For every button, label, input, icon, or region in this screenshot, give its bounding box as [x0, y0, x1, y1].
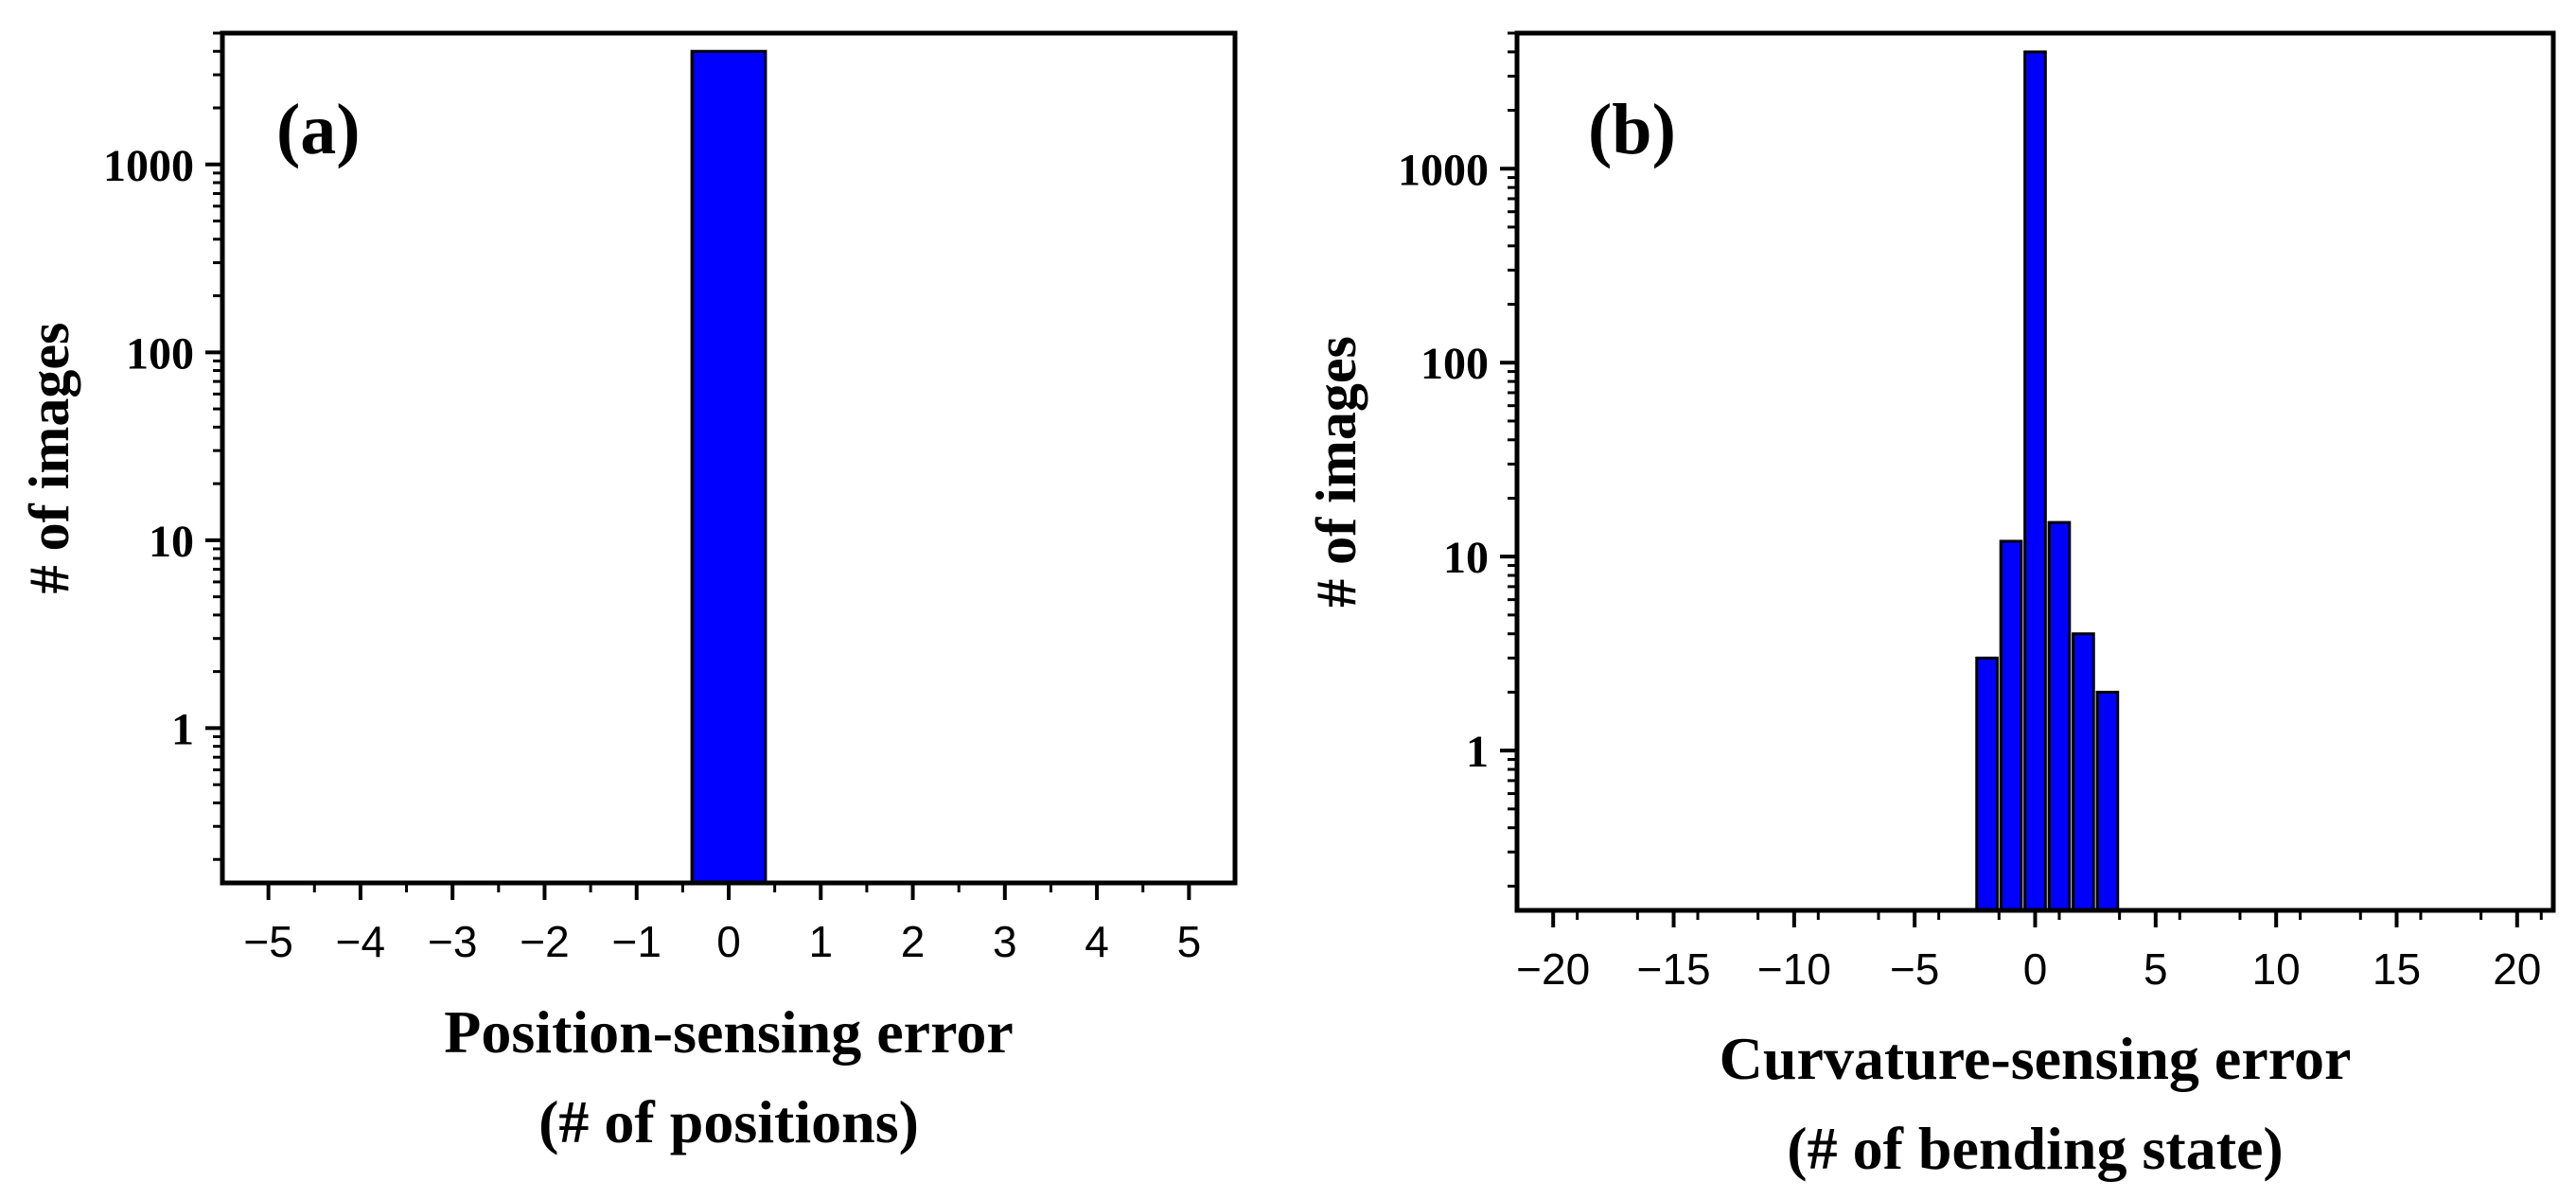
x-tick-label: 1 — [808, 917, 833, 966]
y-axis-label: # of images — [18, 323, 80, 594]
bar — [2072, 632, 2095, 912]
x-tick-label: 5 — [2144, 944, 2168, 994]
y-tick-label: 1000 — [1398, 145, 1489, 195]
x-tick-label: −3 — [428, 917, 477, 966]
x-tick-label: 20 — [2493, 944, 2541, 994]
x-tick-label: −4 — [336, 917, 385, 966]
x-tick-label: 2 — [901, 917, 926, 966]
bar — [1975, 656, 1999, 912]
panel-label: (b) — [1588, 90, 1676, 169]
x-tick-label: −10 — [1757, 944, 1831, 994]
x-axis-label: Curvature-sensing error — [1720, 1025, 2352, 1092]
x-tick-label: 3 — [993, 917, 1017, 966]
x-axis-label-line2: (# of positions) — [538, 1088, 919, 1155]
y-tick-label: 1 — [171, 704, 194, 754]
y-tick-label: 100 — [126, 328, 194, 379]
y-axis-label: # of images — [1305, 336, 1367, 608]
chart-panel-a: 1 10 100 1000 −5 −4 −3 −2 −1 0 1 2 3 4 5 (a) # of images… — [18, 30, 1238, 1155]
x-tick-label: 10 — [2252, 944, 2301, 994]
x-tick-label: 5 — [1177, 917, 1202, 966]
x-tick-label: −20 — [1516, 944, 1590, 994]
y-tick-label: 10 — [1443, 533, 1489, 583]
x-tick-label: −2 — [520, 917, 569, 966]
x-tick-label: 4 — [1085, 917, 1109, 966]
x-axis-label-line2: (# of bending state) — [1787, 1115, 2283, 1182]
x-tick-label: −5 — [1890, 944, 1939, 994]
x-tick-label: 0 — [2023, 944, 2048, 994]
bar — [1999, 539, 2023, 912]
x-tick-label: −5 — [243, 917, 292, 966]
x-axis-label: Position-sensing error — [444, 998, 1013, 1066]
x-tick-label: −15 — [1637, 944, 1711, 994]
y-tick-label: 1 — [1466, 727, 1489, 777]
x-tick-label: 0 — [716, 917, 741, 966]
y-tick-label: 100 — [1420, 339, 1489, 389]
bar — [690, 49, 768, 885]
panel-label: (a) — [276, 90, 361, 169]
bar — [2023, 50, 2047, 912]
x-tick-label: −1 — [612, 917, 662, 966]
y-tick-label: 10 — [149, 517, 194, 567]
chart-panel-b: 1 10 100 1000 −20 −15 −10 −5 0 5 10 15 20 (b) # of ima… — [1305, 30, 2556, 1182]
bar — [2095, 690, 2120, 912]
bar — [2047, 520, 2072, 912]
x-tick-label: 15 — [2373, 944, 2421, 994]
y-tick-label: 1000 — [103, 141, 194, 191]
